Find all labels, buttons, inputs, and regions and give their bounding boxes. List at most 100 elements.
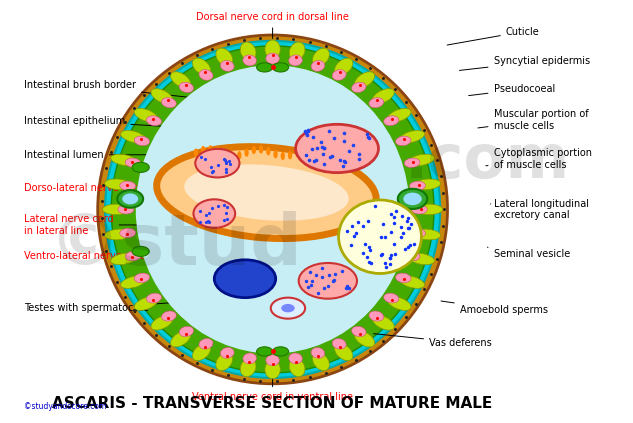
Ellipse shape (411, 205, 427, 214)
Ellipse shape (134, 108, 158, 122)
Text: Dorsal nerve cord in dorsal line: Dorsal nerve cord in dorsal line (196, 12, 349, 38)
Ellipse shape (317, 147, 321, 156)
Ellipse shape (408, 253, 434, 265)
Text: Amoebold sperms: Amoebold sperms (441, 301, 548, 315)
Ellipse shape (194, 199, 235, 228)
Ellipse shape (104, 229, 132, 240)
Ellipse shape (351, 82, 366, 93)
Ellipse shape (243, 55, 256, 66)
Ellipse shape (384, 116, 399, 126)
Text: Intestinal brush border: Intestinal brush border (24, 80, 193, 98)
Ellipse shape (134, 273, 149, 283)
Ellipse shape (387, 108, 411, 122)
Ellipse shape (271, 298, 305, 319)
Ellipse shape (103, 204, 130, 214)
Text: Intestinal epithelium: Intestinal epithelium (24, 116, 181, 127)
Ellipse shape (334, 343, 353, 361)
Ellipse shape (346, 148, 350, 157)
Ellipse shape (179, 326, 194, 337)
Ellipse shape (416, 204, 442, 214)
Ellipse shape (310, 145, 314, 154)
Text: .com: .com (404, 132, 570, 191)
Ellipse shape (146, 293, 161, 303)
Ellipse shape (334, 58, 353, 75)
Text: Seminal vesicle: Seminal vesicle (487, 247, 570, 259)
Ellipse shape (339, 200, 422, 274)
Text: Ventro-lateral nerve cord: Ventro-lateral nerve cord (24, 250, 160, 261)
Ellipse shape (201, 146, 205, 154)
Ellipse shape (414, 179, 441, 190)
Ellipse shape (111, 154, 137, 166)
Ellipse shape (157, 147, 376, 239)
Text: Intestinal lumen: Intestinal lumen (24, 150, 193, 160)
Text: Testes with spermatocyte: Testes with spermatocyte (24, 302, 184, 313)
Text: Syncytial epidermis: Syncytial epidermis (460, 56, 590, 70)
Ellipse shape (120, 228, 135, 238)
Ellipse shape (208, 145, 213, 154)
Ellipse shape (414, 229, 441, 240)
Ellipse shape (170, 331, 191, 347)
Ellipse shape (243, 353, 256, 364)
Ellipse shape (331, 152, 335, 160)
Ellipse shape (311, 347, 325, 358)
Ellipse shape (289, 353, 303, 364)
Ellipse shape (161, 311, 176, 321)
Text: Cytoplasmic portion
of muscle cells: Cytoplasmic portion of muscle cells (486, 148, 591, 170)
Ellipse shape (313, 353, 329, 371)
Text: Muscular portion of
muscle cells: Muscular portion of muscle cells (478, 109, 588, 131)
Ellipse shape (408, 154, 434, 166)
Ellipse shape (273, 150, 278, 158)
Ellipse shape (266, 53, 279, 64)
Text: ©studyandscore.com: ©studyandscore.com (24, 402, 106, 411)
Ellipse shape (151, 89, 173, 104)
Ellipse shape (399, 276, 425, 288)
Ellipse shape (125, 251, 141, 261)
Ellipse shape (289, 42, 305, 60)
Ellipse shape (192, 58, 211, 75)
Ellipse shape (105, 41, 440, 378)
Text: Lateral longitudinal
excretory canal: Lateral longitudinal excretory canal (491, 199, 589, 220)
Ellipse shape (199, 70, 213, 80)
Ellipse shape (256, 347, 273, 356)
Ellipse shape (289, 358, 305, 377)
Ellipse shape (259, 145, 263, 154)
Ellipse shape (351, 326, 366, 337)
Ellipse shape (241, 358, 256, 377)
Ellipse shape (280, 152, 285, 160)
Ellipse shape (273, 347, 289, 356)
Ellipse shape (120, 181, 135, 190)
Ellipse shape (121, 276, 146, 288)
Ellipse shape (403, 192, 422, 205)
Ellipse shape (118, 205, 134, 214)
Ellipse shape (241, 42, 256, 60)
Ellipse shape (266, 147, 270, 156)
Ellipse shape (339, 151, 343, 159)
Ellipse shape (195, 149, 239, 178)
Ellipse shape (134, 297, 158, 310)
Ellipse shape (97, 35, 448, 384)
Text: ©stud: ©stud (49, 211, 301, 280)
Ellipse shape (132, 246, 149, 256)
Ellipse shape (192, 343, 211, 361)
Text: Pseudocoeal: Pseudocoeal (468, 84, 555, 96)
Ellipse shape (244, 148, 249, 157)
Ellipse shape (396, 136, 411, 146)
Ellipse shape (216, 353, 233, 371)
Ellipse shape (146, 116, 161, 126)
Ellipse shape (215, 147, 220, 155)
Text: Ventral nerve cord in ventral line: Ventral nerve cord in ventral line (192, 377, 353, 402)
Ellipse shape (220, 347, 234, 358)
Ellipse shape (354, 331, 375, 347)
Ellipse shape (332, 70, 346, 80)
Ellipse shape (179, 82, 194, 93)
Ellipse shape (404, 251, 420, 261)
Ellipse shape (410, 181, 425, 190)
Ellipse shape (399, 130, 425, 143)
Ellipse shape (184, 165, 349, 221)
Ellipse shape (313, 48, 329, 66)
Ellipse shape (384, 293, 399, 303)
Ellipse shape (220, 60, 234, 71)
Ellipse shape (332, 338, 346, 349)
Ellipse shape (369, 311, 384, 321)
Ellipse shape (398, 189, 427, 209)
